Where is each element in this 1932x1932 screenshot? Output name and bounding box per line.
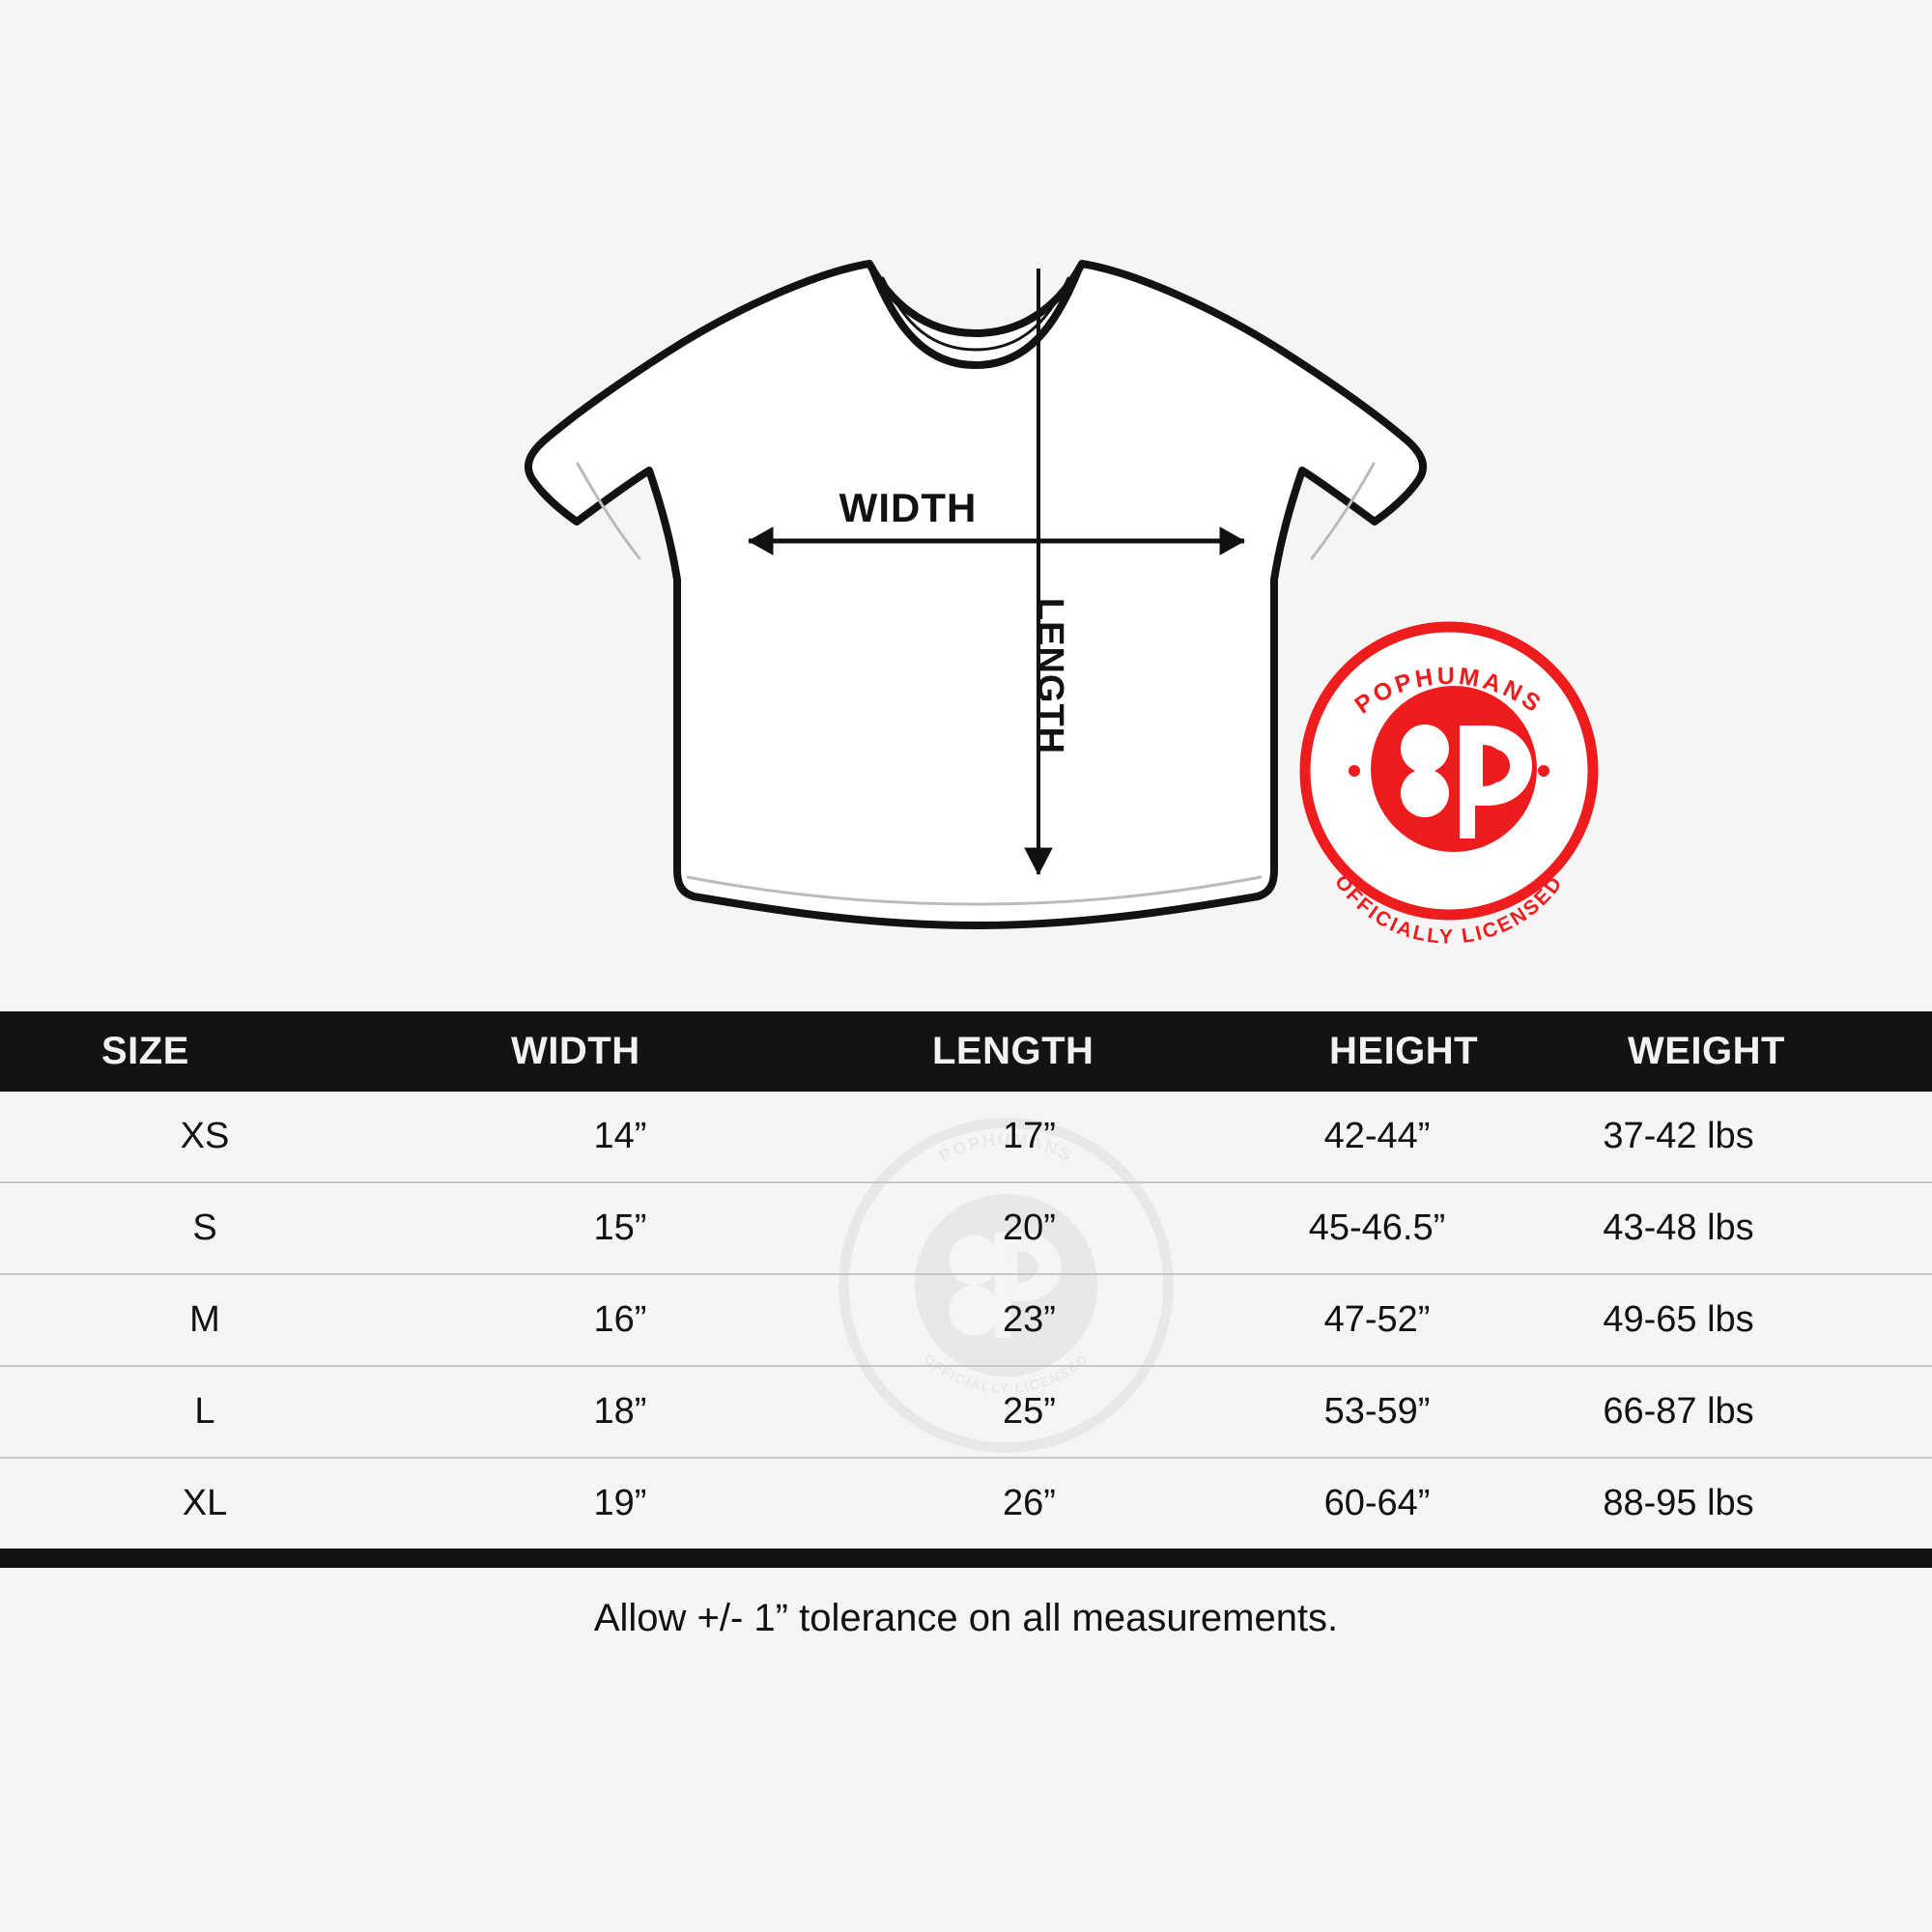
svg-text:LENGTH: LENGTH — [1030, 598, 1070, 754]
svg-text:WIDTH: WIDTH — [839, 485, 978, 530]
